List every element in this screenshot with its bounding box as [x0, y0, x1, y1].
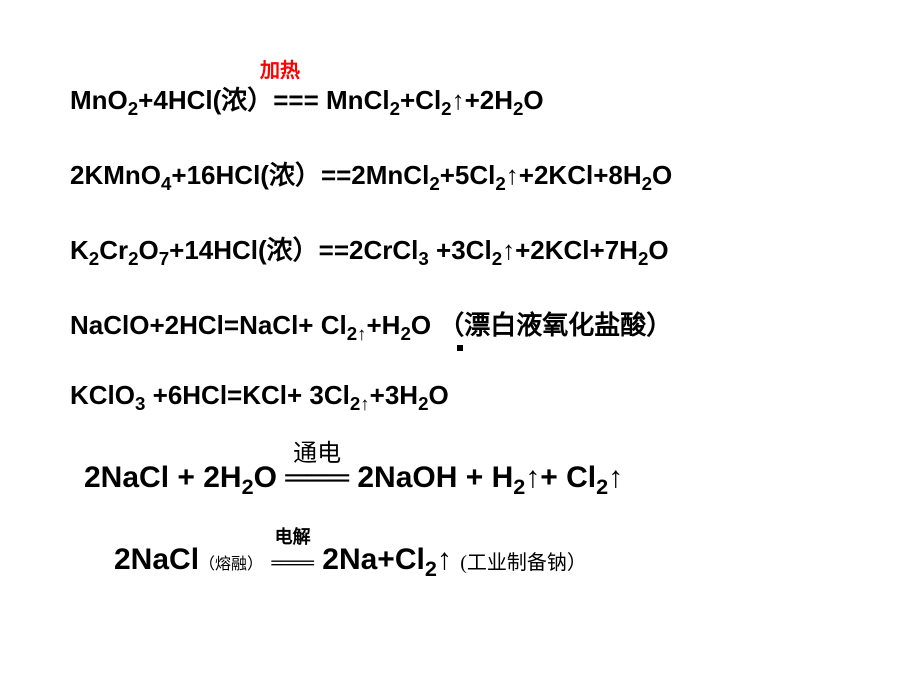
eq6-left-p1: 2NaCl + 2H	[84, 461, 242, 494]
eq4-note: O （漂白液氧化盐酸）	[411, 310, 672, 340]
eq1-s1: 2	[128, 98, 138, 119]
eq3-s5: 2	[492, 248, 502, 269]
eq1-p4: ↑+2H	[452, 85, 513, 115]
eq3-p3: O	[139, 235, 159, 265]
eq2-p3: +5Cl	[440, 160, 496, 190]
eq4-p2: +H	[366, 310, 400, 340]
equation-5: KClO3 +6HCl=KCl+ 3Cl2↑+3H2O	[70, 380, 860, 411]
eq5-s1: 3	[135, 393, 145, 414]
eq6-condition: 通电 ═══	[285, 461, 349, 495]
eq1-s3: 2	[441, 98, 451, 119]
eq6-left-s1: 2	[242, 474, 254, 499]
eq5-s3: 2	[418, 393, 428, 414]
equation-7: 2NaCl（熔融） 电解 ═══ 2Na+Cl2↑ (工业制备钠）	[70, 543, 860, 577]
eq7-right-p1: 2Na+Cl	[322, 543, 425, 576]
eq3-p1: K	[70, 235, 89, 265]
eq3-p5: +3Cl	[429, 235, 492, 265]
eq5-p1: KClO	[70, 380, 135, 410]
eq7-right-p2: ↑	[437, 543, 452, 576]
eq7-condition-label: 电解	[275, 523, 311, 549]
eq2-p5: O	[652, 160, 672, 190]
eq3-s6: 2	[638, 248, 648, 269]
eq3-s1: 2	[89, 248, 99, 269]
eq1-s4: 2	[513, 98, 523, 119]
equation-2: 2KMnO4+16HCl(浓）==2MnCl2+5Cl2↑+2KCl+8H2O	[70, 155, 860, 192]
eq6-right-p3: ↑	[608, 461, 623, 494]
eq1-p3: +Cl	[400, 85, 441, 115]
eq1-p5: O	[523, 85, 543, 115]
eq7-note: (工业制备钠）	[460, 552, 587, 574]
eq3-p7: O	[648, 235, 668, 265]
eq6-right-s2: 2	[596, 474, 608, 499]
eq1-p2: +4HCl(浓）=== MnCl	[138, 85, 389, 115]
eq4-s2: 2	[400, 323, 410, 344]
equation-4: NaClO+2HCl=NaCl+ Cl2↑+H2O （漂白液氧化盐酸）	[70, 305, 860, 342]
eq7-equals-line: ═══	[271, 552, 314, 575]
eq3-p4: +14HCl(浓）==2CrCl	[169, 235, 418, 265]
eq1-p1: MnO	[70, 85, 128, 115]
eq4-s1: 2↑	[347, 323, 367, 344]
eq5-p4: O	[428, 380, 448, 410]
eq2-s4: 2	[642, 173, 652, 194]
center-dot-icon	[457, 345, 463, 351]
eq5-p2: +6HCl=KCl+ 3Cl	[145, 380, 349, 410]
eq2-s1: 4	[161, 173, 171, 194]
eq7-condition: 电解 ═══	[271, 543, 314, 577]
eq2-p4: ↑+2KCl+8H	[506, 160, 642, 190]
eq6-right-p2: ↑+ Cl	[525, 461, 596, 494]
eq1-text: MnO2+4HCl(浓）=== MnCl2+Cl2↑+2H2O	[70, 85, 544, 115]
eq1-s2: 2	[390, 98, 400, 119]
eq3-s2: 2	[128, 248, 138, 269]
eq5-s2: 2↑	[350, 393, 370, 414]
eq2-s2: 2	[429, 173, 439, 194]
eq3-s4: 3	[418, 248, 428, 269]
eq6-right-p1: 2NaOH + H	[357, 461, 513, 494]
equation-3: K2Cr2O7+14HCl(浓）==2CrCl3 +3Cl2↑+2KCl+7H2…	[70, 230, 860, 267]
eq7-state: （熔融）	[199, 556, 263, 573]
equation-6: 2NaCl + 2H2O 通电 ═══ 2NaOH + H2↑+ Cl2↑	[70, 461, 860, 495]
eq3-s3: 7	[159, 248, 169, 269]
eq3-p2: Cr	[99, 235, 128, 265]
eq2-p1: 2KMnO	[70, 160, 161, 190]
eq6-condition-label: 通电	[293, 433, 341, 468]
heating-annotation: 加热	[260, 54, 300, 83]
eq4-p1: NaClO+2HCl=NaCl+ Cl	[70, 310, 347, 340]
eq6-right-s1: 2	[513, 474, 525, 499]
equation-1: 加热 MnO2+4HCl(浓）=== MnCl2+Cl2↑+2H2O	[70, 80, 860, 117]
eq7-left: 2NaCl	[114, 543, 199, 576]
eq6-left-p2: O	[254, 461, 286, 494]
eq3-p6: ↑+2KCl+7H	[502, 235, 638, 265]
eq2-p2: +16HCl(浓）==2MnCl	[171, 160, 429, 190]
eq7-right-s1: 2	[425, 556, 437, 581]
eq2-s3: 2	[495, 173, 505, 194]
eq5-p3: +3H	[370, 380, 418, 410]
